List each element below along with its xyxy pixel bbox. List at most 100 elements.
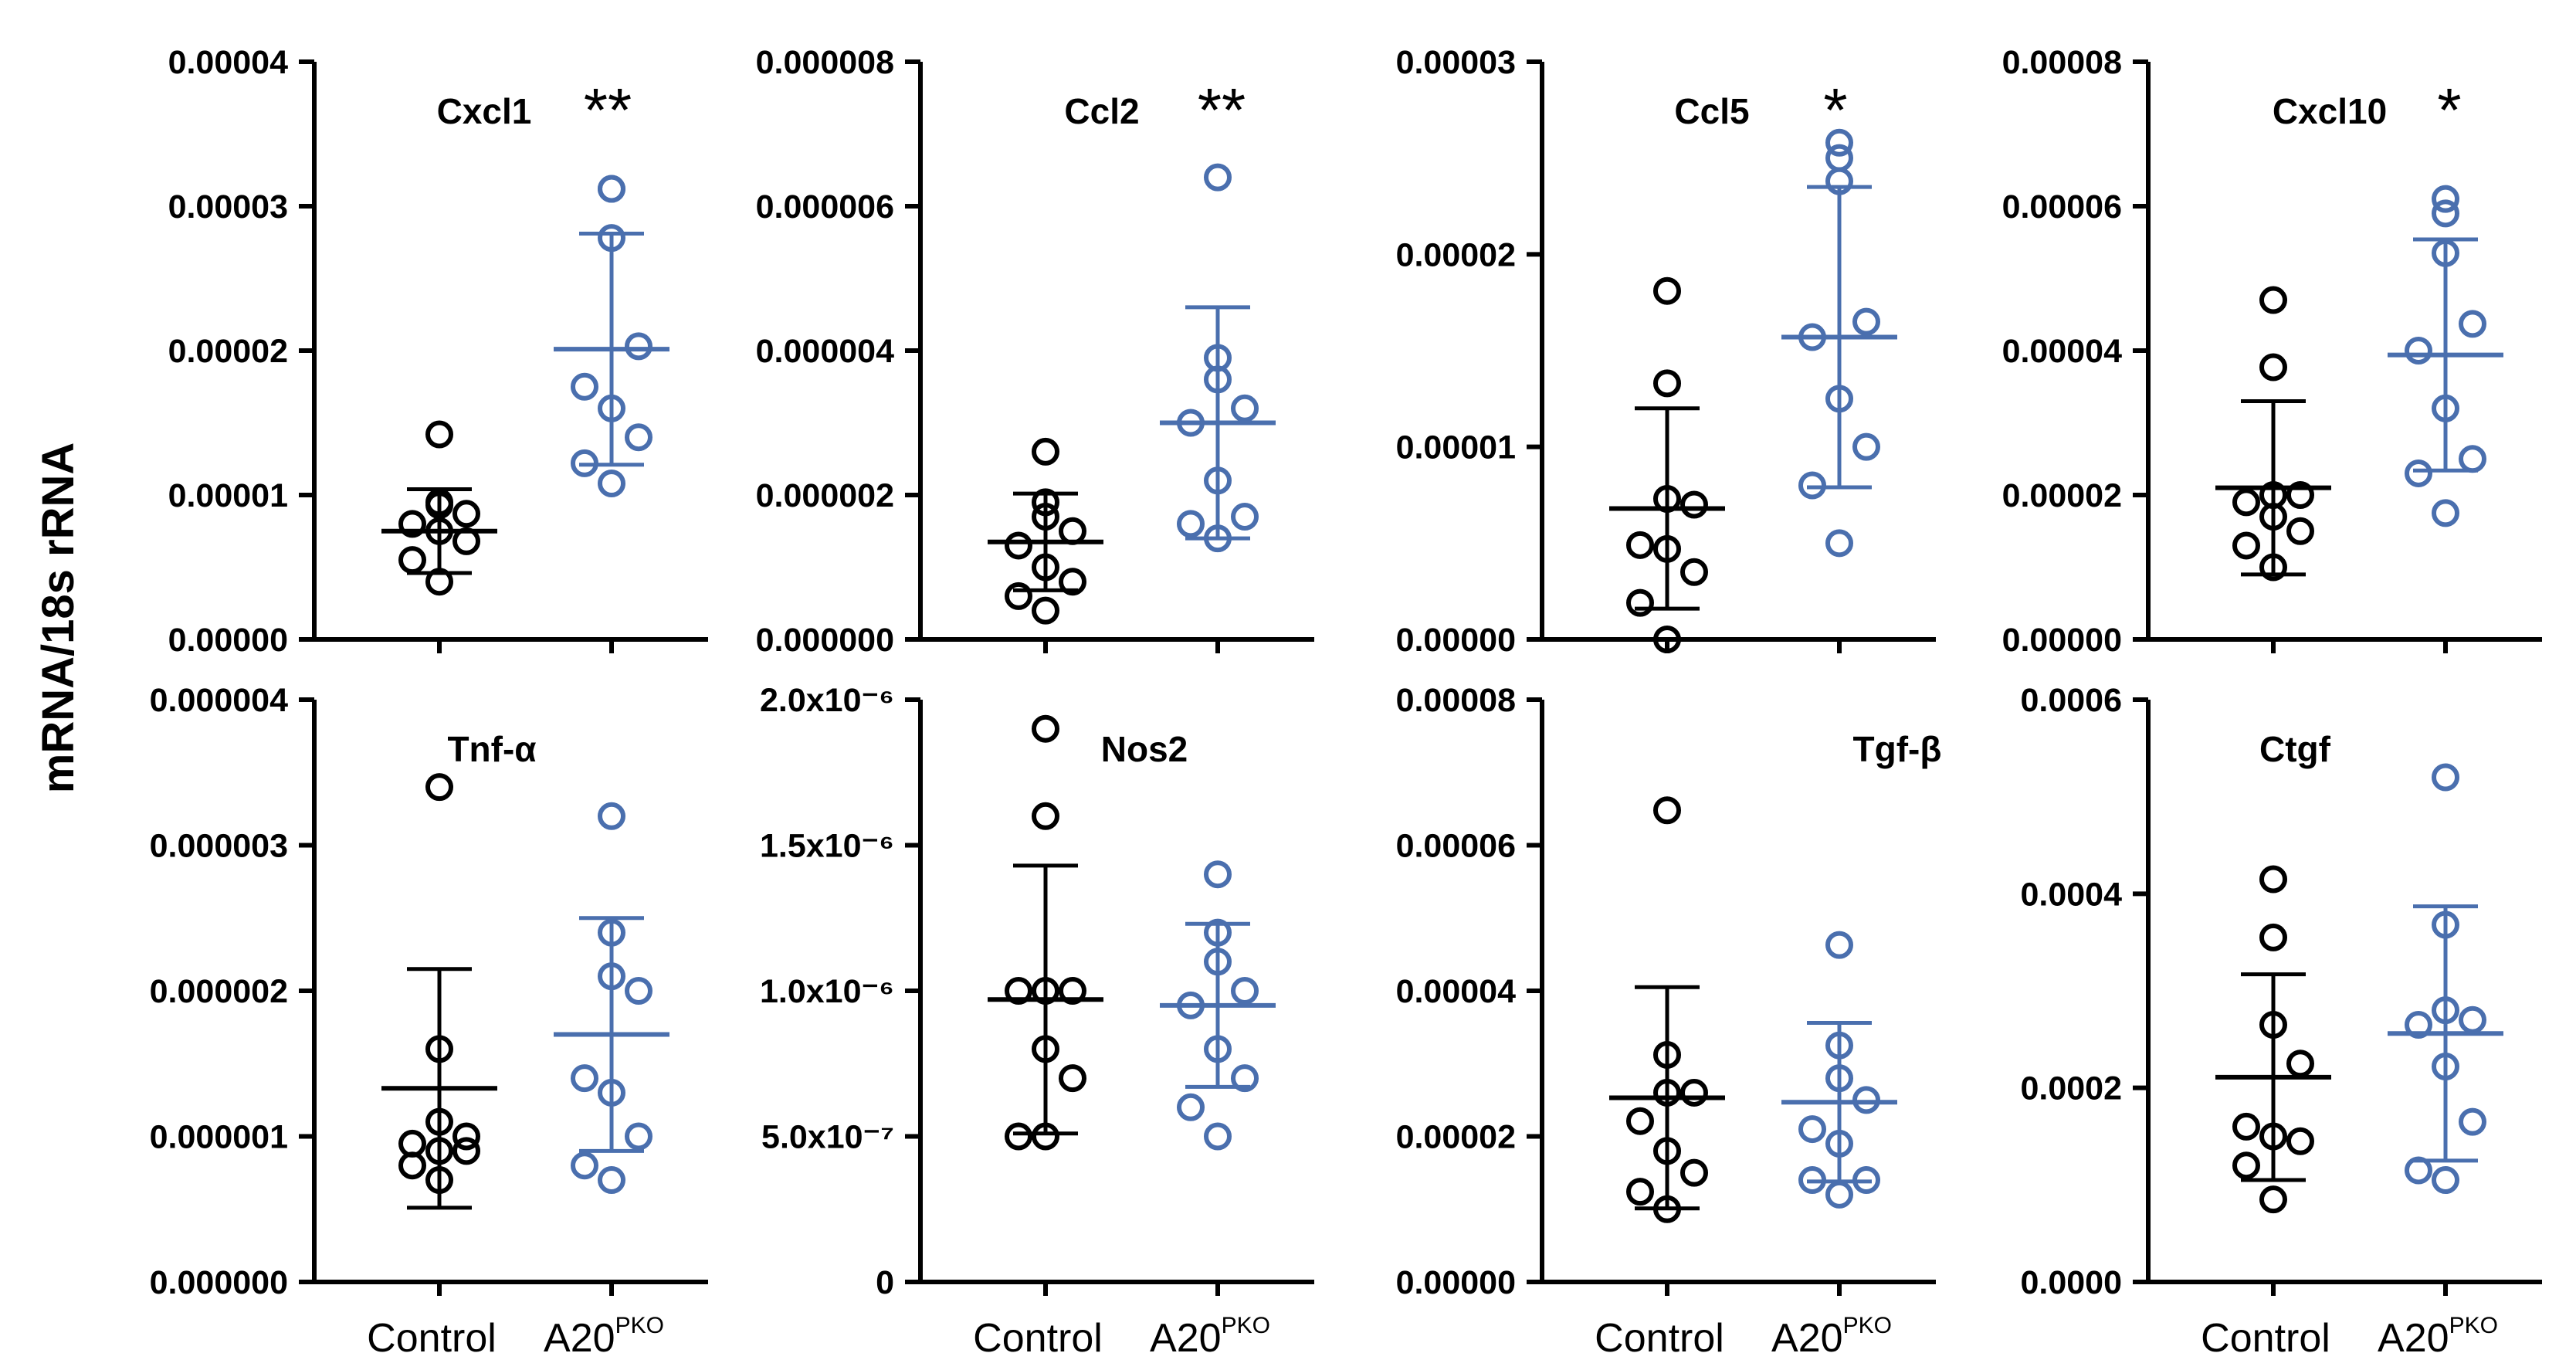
data-point	[1059, 517, 1086, 545]
y-tick-label: 0.00002	[1396, 1119, 1516, 1156]
x-tick-label: A20PKO	[2378, 1313, 2498, 1361]
data-point	[1059, 977, 1086, 1005]
data-point	[598, 175, 625, 203]
data-point	[1059, 1064, 1086, 1093]
data-point	[1231, 394, 1259, 422]
y-tick-label: 0.00003	[168, 188, 288, 226]
data-point	[2232, 531, 2260, 560]
x-tick-label-superscript: PKO	[615, 1313, 664, 1338]
data-point	[1177, 1093, 1205, 1121]
y-tick-label: 0.00000	[2002, 622, 2122, 659]
y-tick-label: 0.00001	[1396, 429, 1516, 466]
data-point	[1825, 931, 1853, 959]
data-point	[1680, 1158, 1708, 1187]
x-tick-label: Control	[973, 1316, 1103, 1361]
data-point	[2459, 1005, 2486, 1034]
data-point	[452, 1122, 480, 1151]
y-tick-label: 0.00002	[1396, 236, 1516, 273]
data-point	[1680, 490, 1708, 519]
y-tick-label: 0.00002	[2002, 477, 2122, 514]
data-point	[1032, 714, 1059, 743]
panel-title: Cxcl1	[437, 91, 532, 131]
data-point	[1825, 529, 1853, 558]
panel-4: 0.000000 0.000001 0.000002 0.000003 0.000004…	[150, 682, 708, 1361]
data-point	[398, 546, 426, 575]
x-tick-label: Control	[2201, 1316, 2330, 1361]
y-tick-label: 0.000004	[756, 333, 894, 370]
data-point	[571, 372, 598, 401]
y-tick-label: 0.0000	[2020, 1264, 2122, 1301]
x-tick-label: A20PKO	[544, 1313, 664, 1361]
panel-title: Nos2	[1101, 729, 1188, 769]
data-point	[1626, 1107, 1654, 1135]
data-point	[2259, 353, 2287, 381]
y-tick-label: 0.000002	[150, 973, 288, 1010]
data-point	[1032, 802, 1059, 830]
y-tick-label: 0.0004	[2020, 876, 2122, 913]
y-tick-label: 0.00004	[1396, 973, 1517, 1010]
data-point	[1680, 1078, 1708, 1107]
data-point	[1653, 626, 1681, 653]
y-tick-label: 2.0x10⁻⁶	[760, 682, 894, 719]
x-tick-label: A20PKO	[1150, 1313, 1270, 1361]
data-point	[1005, 582, 1032, 610]
x-tick-label: Control	[367, 1316, 497, 1361]
y-tick-label: 1.0x10⁻⁶	[760, 973, 894, 1010]
y-tick-label: 0.00008	[1396, 682, 1516, 719]
data-point	[2459, 1107, 2486, 1136]
data-point	[625, 332, 652, 361]
data-point	[1825, 144, 1853, 172]
significance-marker: **	[1198, 76, 1246, 144]
x-tick-label: Control	[1595, 1316, 1724, 1361]
data-point	[1005, 531, 1032, 560]
data-point	[2459, 445, 2486, 473]
data-point	[598, 470, 625, 498]
data-point	[2432, 199, 2459, 228]
y-axis-label: mRNA/18s rRNA	[33, 443, 83, 793]
panel-title: Tgf-β	[1853, 729, 1942, 769]
data-point	[425, 420, 453, 449]
y-tick-label: 0.00003	[1396, 44, 1516, 81]
data-point	[598, 1166, 625, 1195]
significance-marker: **	[584, 76, 632, 144]
y-tick-label: 0.000006	[756, 188, 894, 226]
data-point	[2232, 488, 2260, 517]
x-tick-label-superscript: PKO	[2449, 1313, 2498, 1338]
significance-marker: *	[2437, 76, 2461, 144]
data-point	[1231, 1064, 1259, 1093]
data-point	[1032, 437, 1059, 466]
data-point	[2286, 481, 2314, 509]
panel-3: 0.00000 0.00002 0.00004 0.00006 0.00008 Cxcl1…	[2002, 44, 2542, 659]
data-point	[452, 500, 480, 528]
data-point	[625, 423, 652, 452]
data-point	[1177, 510, 1205, 538]
data-point	[2286, 517, 2314, 545]
data-point	[2232, 1151, 2260, 1180]
y-tick-label: 0.00000	[1396, 1264, 1516, 1301]
y-tick-label: 0.00001	[168, 477, 288, 514]
data-point	[1231, 977, 1259, 1005]
data-point	[1231, 503, 1259, 531]
y-tick-label: 0.000000	[756, 622, 894, 659]
y-tick-label: 0.000008	[756, 44, 894, 81]
data-point	[2405, 1010, 2432, 1039]
y-tick-label: 0	[876, 1264, 894, 1301]
panel-0: 0.00000 0.00001 0.00002 0.00003 0.00004 Cxcl1…	[168, 44, 708, 659]
data-point	[2232, 1112, 2260, 1141]
data-point	[1204, 163, 1232, 192]
data-point	[1653, 796, 1681, 825]
panel-title: Ccl2	[1064, 91, 1139, 131]
y-tick-label: 0.0002	[2020, 1070, 2122, 1107]
data-point	[1005, 977, 1032, 1005]
panel-title: Tnf-α	[447, 729, 536, 769]
panel-6: 0.00000 0.00002 0.00004 0.00006 0.00008 Contr…	[1396, 682, 1942, 1361]
y-tick-label: 0.00000	[168, 622, 288, 659]
data-point	[2432, 1166, 2459, 1195]
x-tick-label: A20PKO	[1771, 1313, 1892, 1361]
y-tick-label: 5.0x10⁻⁷	[761, 1119, 894, 1156]
data-point	[2286, 1127, 2314, 1155]
data-point	[425, 773, 453, 802]
y-tick-label: 0.00006	[2002, 188, 2122, 226]
y-tick-label: 0.00000	[1396, 622, 1516, 659]
